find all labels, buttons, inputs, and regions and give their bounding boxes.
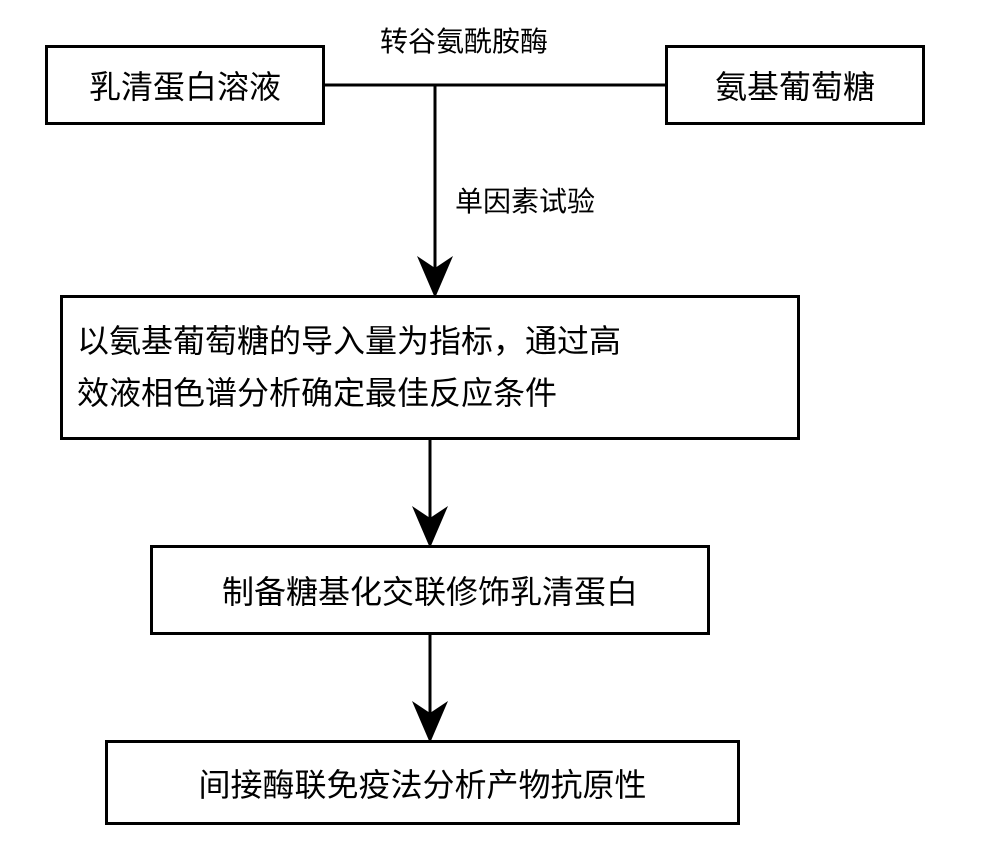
flowchart-edges <box>0 0 1000 845</box>
flowchart-container: 乳清蛋白溶液 氨基葡萄糖 转谷氨酰胺酶 单因素试验 以氨基葡萄糖的导入量为指标，… <box>0 0 1000 845</box>
